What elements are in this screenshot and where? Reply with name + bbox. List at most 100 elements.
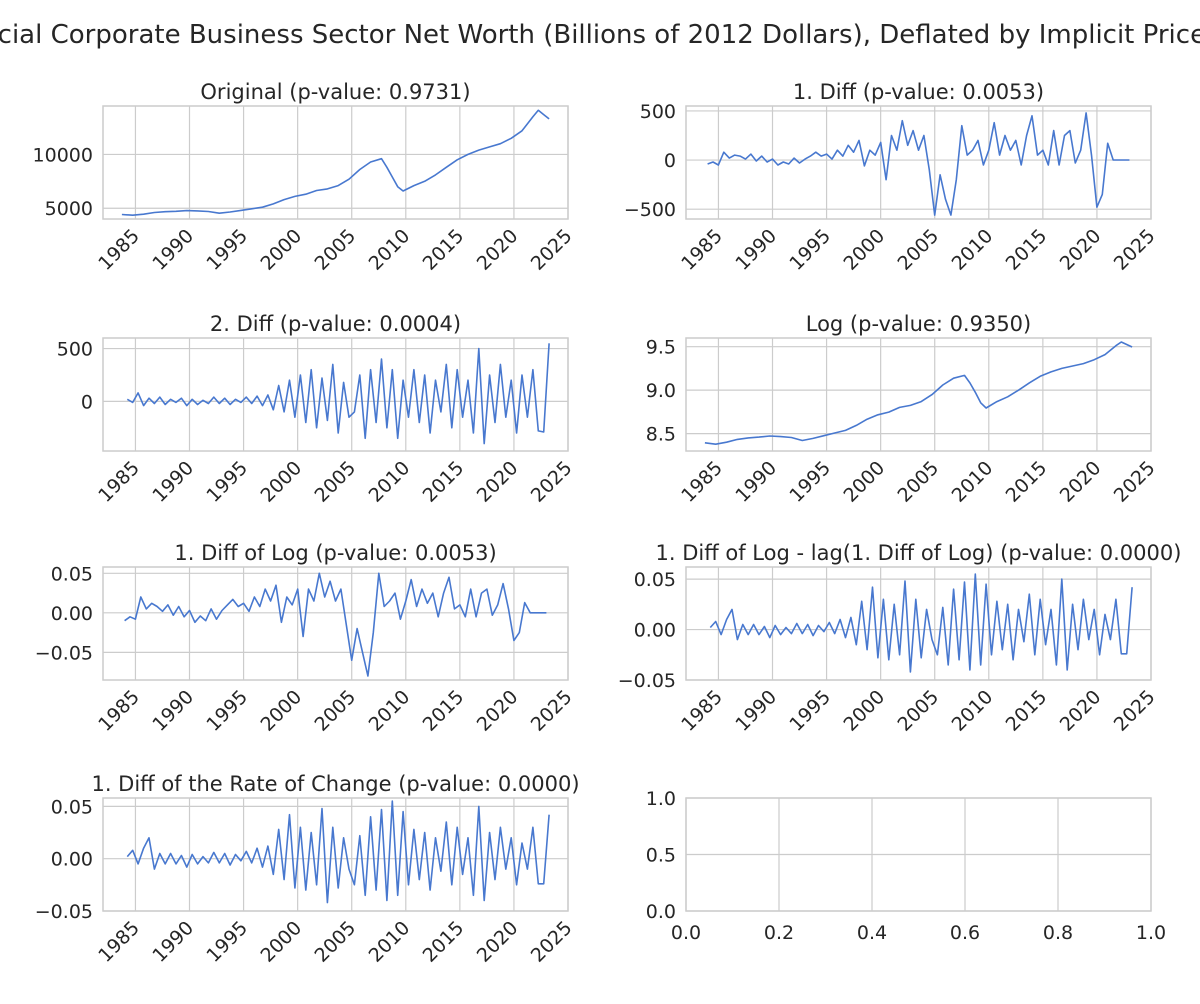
x-tick-label: 2000 bbox=[256, 917, 306, 967]
series-line bbox=[709, 573, 1133, 673]
x-tick-label: 2025 bbox=[527, 917, 577, 967]
figure-suptitle: Nonfinancial Corporate Business Sector N… bbox=[0, 20, 1200, 50]
y-tick-label: 0 bbox=[664, 150, 676, 172]
x-tick-label: 1990 bbox=[148, 686, 198, 736]
x-tick-label: 1995 bbox=[785, 686, 835, 736]
x-tick-label: 2015 bbox=[419, 225, 469, 275]
subplot-3: 0 500 1985 1990 1995 2000 2005 2010 2015 2020 2025… bbox=[57, 312, 577, 507]
y-tick-label: 1.0 bbox=[646, 788, 676, 810]
x-tick-label: 2005 bbox=[894, 457, 944, 507]
x-tick-label: 2015 bbox=[419, 457, 469, 507]
x-tick-label: 1990 bbox=[731, 686, 781, 736]
subplot-5: −0.05 0.00 0.05 1985 1990 1995 2000 2005 2010 201… bbox=[35, 541, 577, 736]
axes-frame bbox=[685, 337, 1152, 452]
x-tick-label: 2000 bbox=[839, 457, 889, 507]
y-tick-label: 0.05 bbox=[51, 796, 93, 818]
x-tick-label: 1990 bbox=[148, 225, 198, 275]
x-tick-label: 0.6 bbox=[950, 922, 980, 944]
x-tick-label: 1985 bbox=[94, 457, 144, 507]
y-tick-label: 9.5 bbox=[646, 337, 676, 359]
x-tick-label: 1985 bbox=[677, 686, 727, 736]
x-tick-label: 1995 bbox=[785, 225, 835, 275]
axes-frame bbox=[685, 566, 1152, 681]
series-line bbox=[704, 341, 1133, 446]
x-tick-label: 2025 bbox=[527, 686, 577, 736]
series-line bbox=[121, 109, 550, 216]
x-tick-label: 1995 bbox=[202, 686, 252, 736]
x-tick-label: 1.0 bbox=[1136, 922, 1166, 944]
y-tick-label: 500 bbox=[57, 339, 93, 361]
x-tick-label: 2005 bbox=[311, 457, 361, 507]
x-tick-label: 1990 bbox=[148, 457, 198, 507]
x-tick-label: 2000 bbox=[839, 225, 889, 275]
y-tick-label: 0.00 bbox=[51, 849, 93, 871]
subplot-6: −0.05 0.00 0.05 1985 1990 1995 2000 2005 2010 201… bbox=[618, 541, 1182, 736]
x-tick-label: 2015 bbox=[1002, 225, 1052, 275]
subplot-4: 8.5 9.0 9.5 1985 1990 1995 2000 2005 2010 2015 202… bbox=[646, 312, 1160, 507]
axes-frame bbox=[102, 337, 569, 452]
x-tick-label: 1985 bbox=[94, 917, 144, 967]
x-tick-label: 2025 bbox=[527, 457, 577, 507]
x-tick-label: 2005 bbox=[311, 917, 361, 967]
x-tick-label: 2025 bbox=[527, 225, 577, 275]
x-tick-label: 1990 bbox=[731, 225, 781, 275]
y-tick-label: −0.05 bbox=[35, 901, 93, 923]
x-tick-label: 2015 bbox=[1002, 457, 1052, 507]
axes-frame bbox=[102, 566, 569, 681]
x-tick-label: 1990 bbox=[148, 917, 198, 967]
x-tick-label: 1985 bbox=[94, 225, 144, 275]
subplot-title: 1. Diff (p-value: 0.0053) bbox=[793, 80, 1044, 104]
y-tick-label: 0.05 bbox=[634, 569, 676, 591]
y-tick-label: 0.00 bbox=[634, 620, 676, 642]
subplot-title: 1. Diff of Log (p-value: 0.0053) bbox=[174, 541, 496, 565]
y-tick-label: 0.05 bbox=[51, 563, 93, 585]
y-tick-label: −0.05 bbox=[618, 670, 676, 692]
x-tick-label: 2020 bbox=[1056, 457, 1106, 507]
x-tick-label: 1985 bbox=[677, 457, 727, 507]
subplot-title: 1. Diff of the Rate of Change (p-value: … bbox=[91, 772, 579, 796]
x-tick-label: 2020 bbox=[1056, 686, 1106, 736]
x-tick-label: 2010 bbox=[365, 917, 415, 967]
x-tick-label: 2015 bbox=[419, 917, 469, 967]
x-tick-label: 2020 bbox=[473, 917, 523, 967]
y-tick-label: 8.5 bbox=[646, 424, 676, 446]
y-tick-label: 5000 bbox=[45, 198, 93, 220]
y-tick-label: 9.0 bbox=[646, 380, 676, 402]
x-tick-label: 2005 bbox=[894, 225, 944, 275]
x-tick-label: 0.0 bbox=[671, 922, 701, 944]
x-tick-label: 0.2 bbox=[764, 922, 794, 944]
x-tick-label: 2020 bbox=[473, 225, 523, 275]
x-tick-label: 0.4 bbox=[857, 922, 887, 944]
series-line bbox=[126, 800, 550, 904]
x-tick-label: 2020 bbox=[1056, 225, 1106, 275]
x-tick-label: 0.8 bbox=[1043, 922, 1073, 944]
x-tick-label: 1990 bbox=[731, 457, 781, 507]
x-tick-label: 1995 bbox=[202, 457, 252, 507]
subplot-title: 2. Diff (p-value: 0.0004) bbox=[210, 312, 461, 336]
series-line bbox=[707, 112, 1130, 216]
subplot-7: −0.05 0.00 0.05 1985 1990 1995 2000 2005 2010 201… bbox=[35, 772, 580, 967]
x-tick-label: 2000 bbox=[256, 225, 306, 275]
y-tick-label: 10000 bbox=[33, 144, 93, 166]
y-tick-label: 0.0 bbox=[646, 901, 676, 923]
x-tick-label: 2005 bbox=[311, 225, 361, 275]
x-tick-label: 2000 bbox=[256, 686, 306, 736]
axes-frame bbox=[685, 105, 1152, 220]
x-tick-label: 2020 bbox=[473, 686, 523, 736]
subplot-title: Log (p-value: 0.9350) bbox=[806, 312, 1032, 336]
x-tick-label: 1995 bbox=[202, 917, 252, 967]
y-tick-label: 0 bbox=[81, 391, 93, 413]
axes-frame bbox=[102, 105, 569, 220]
x-tick-label: 1985 bbox=[94, 686, 144, 736]
x-tick-label: 2010 bbox=[948, 457, 998, 507]
series-line bbox=[126, 343, 550, 445]
x-tick-label: 2010 bbox=[365, 457, 415, 507]
y-tick-label: −500 bbox=[624, 199, 676, 221]
x-tick-label: 1995 bbox=[785, 457, 835, 507]
x-tick-label: 2015 bbox=[419, 686, 469, 736]
x-tick-label: 2005 bbox=[894, 686, 944, 736]
x-tick-label: 2000 bbox=[256, 457, 306, 507]
subplot-title: Original (p-value: 0.9731) bbox=[200, 80, 470, 104]
